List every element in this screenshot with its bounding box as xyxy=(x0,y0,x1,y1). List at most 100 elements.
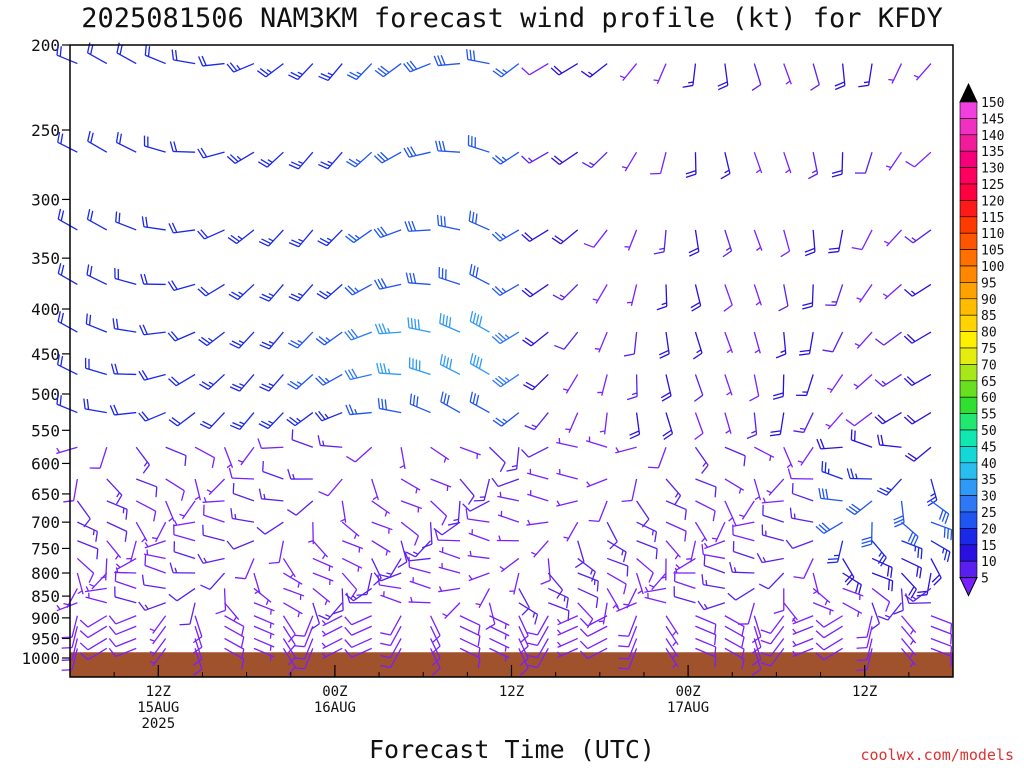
barb-shaft xyxy=(536,615,549,636)
wind-barb xyxy=(165,500,175,522)
wind-barb xyxy=(831,152,844,178)
barb-shaft xyxy=(268,284,284,302)
barb-shaft xyxy=(630,284,638,306)
barb-shaft xyxy=(665,615,679,635)
wind-barb xyxy=(828,229,844,254)
barb-feather xyxy=(521,67,530,76)
barb-half-feather xyxy=(208,337,214,342)
wind-barb xyxy=(615,446,637,454)
wind-barb xyxy=(619,63,638,82)
barb-feather xyxy=(943,549,948,561)
barb-feather xyxy=(414,318,417,330)
wind-barb xyxy=(854,151,873,174)
barb-feather xyxy=(877,615,889,621)
barb-feather xyxy=(417,319,420,330)
barb-feather xyxy=(689,251,700,257)
barb-feather xyxy=(903,377,913,386)
y-tick-label: 550 xyxy=(31,421,60,440)
barb-feather xyxy=(701,544,704,555)
barb-feather xyxy=(758,583,769,590)
barb-feather xyxy=(171,49,175,60)
barb-feather xyxy=(88,572,95,583)
wind-barb xyxy=(76,572,84,595)
barb-shaft xyxy=(528,151,549,164)
barb-feather xyxy=(258,488,263,499)
wind-barb xyxy=(374,63,402,78)
barb-shaft xyxy=(439,550,461,560)
barb-feather xyxy=(179,623,190,626)
barb-shaft xyxy=(408,151,431,158)
barb-feather xyxy=(95,531,98,542)
barb-shaft xyxy=(438,276,461,286)
barb-feather xyxy=(142,464,150,474)
barb-feather xyxy=(167,332,176,342)
barb-half-feather xyxy=(793,513,796,519)
barb-shaft xyxy=(194,446,215,459)
barb-feather xyxy=(874,379,884,387)
wind-barb xyxy=(518,602,539,625)
wind-barb xyxy=(253,602,275,615)
credit-link[interactable]: coolwx.com/models xyxy=(860,746,1014,764)
barb-shaft xyxy=(409,566,431,574)
barb-feather xyxy=(346,592,351,603)
barb-shaft xyxy=(783,229,791,252)
y-tick-label: 750 xyxy=(31,539,60,558)
wind-barb xyxy=(489,625,510,640)
barb-shaft xyxy=(692,63,697,86)
barb-feather xyxy=(447,522,459,526)
barb-feather xyxy=(550,157,560,165)
wind-barb xyxy=(380,638,402,659)
barb-shaft xyxy=(253,602,275,612)
barb-half-feather xyxy=(674,492,679,498)
barb-shaft xyxy=(803,412,814,433)
wind-barb xyxy=(346,63,373,81)
wind-barb xyxy=(253,615,275,629)
barb-shaft xyxy=(724,63,729,86)
barb-feather xyxy=(554,344,565,350)
barb-shaft xyxy=(779,412,785,435)
barb-half-feather xyxy=(296,417,302,422)
wind-barb xyxy=(229,374,255,392)
wind-barb xyxy=(876,478,902,496)
barb-feather xyxy=(856,669,868,672)
barb-feather xyxy=(442,314,445,325)
barb-shaft xyxy=(821,470,843,480)
barb-feather xyxy=(519,667,529,676)
barb-shaft xyxy=(283,602,303,615)
barb-feather xyxy=(405,551,416,558)
barb-feather xyxy=(818,524,828,533)
wind-barb xyxy=(400,521,420,546)
barb-half-feather xyxy=(269,622,272,629)
barb-shaft xyxy=(783,602,798,621)
barb-shaft xyxy=(239,412,255,430)
barb-feather xyxy=(294,634,305,637)
barb-half-feather xyxy=(878,551,883,557)
wind-barb xyxy=(904,283,932,297)
barb-feather xyxy=(287,644,296,654)
barb-shaft xyxy=(325,283,343,300)
barb-feather xyxy=(197,148,204,159)
barb-half-feather xyxy=(565,428,571,431)
wind-barb xyxy=(695,637,717,658)
barb-shaft xyxy=(173,521,196,527)
wind-barb xyxy=(812,602,834,615)
wind-barb xyxy=(468,572,490,582)
barb-half-feather xyxy=(268,238,274,242)
barb-shaft xyxy=(437,150,461,153)
barb-feather xyxy=(288,74,299,81)
wind-barb xyxy=(318,478,343,497)
wind-barb xyxy=(688,229,700,257)
barb-half-feather xyxy=(297,71,303,76)
wind-barb xyxy=(143,549,166,560)
barb-shaft xyxy=(724,284,733,306)
barb-feather xyxy=(760,639,771,645)
barb-half-feather xyxy=(149,651,155,655)
wind-barb xyxy=(259,331,284,350)
barb-shaft xyxy=(71,615,78,638)
wind-barbs xyxy=(56,42,953,676)
wind-barb xyxy=(282,625,296,654)
barb-feather xyxy=(318,75,329,82)
barb-shaft xyxy=(733,550,755,560)
wind-barb xyxy=(556,647,578,658)
barb-shaft xyxy=(820,446,843,450)
